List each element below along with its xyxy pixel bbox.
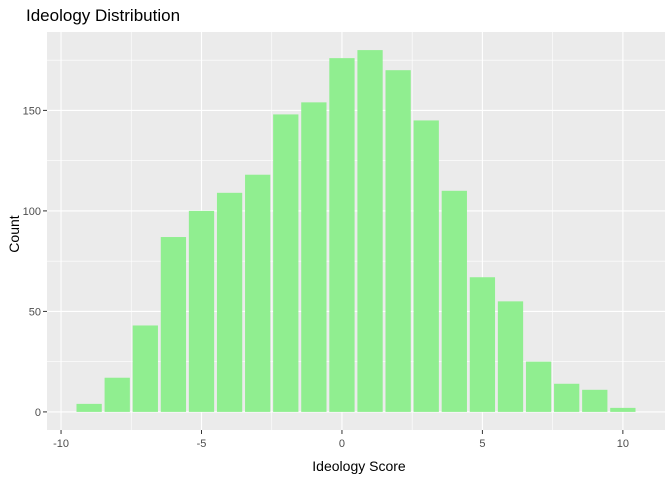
histogram-bar	[301, 102, 327, 412]
x-tick-label: 10	[617, 438, 629, 450]
histogram-bar	[525, 361, 552, 412]
y-axis-title: Count	[6, 215, 22, 252]
x-axis-title: Ideology Score	[312, 458, 406, 474]
x-axis-ticks: -10 -5 0 5 10	[53, 430, 629, 450]
histogram-bar	[554, 383, 580, 412]
histogram-bar	[385, 70, 411, 412]
y-tick-label: 50	[29, 306, 41, 318]
histogram-bar	[104, 377, 130, 412]
x-tick-label: -10	[53, 438, 69, 450]
histogram-bar	[469, 277, 496, 412]
histogram-bar	[188, 210, 215, 412]
histogram-bar	[76, 403, 102, 412]
y-tick-label: 150	[23, 105, 41, 117]
histogram-bar	[132, 325, 158, 412]
histogram-bar	[273, 114, 299, 412]
histogram-bar	[610, 407, 636, 412]
histogram-bar	[582, 389, 608, 412]
x-tick-label: 5	[479, 438, 485, 450]
y-axis-ticks: 0 50 100 150	[23, 105, 47, 419]
histogram-bar	[160, 237, 187, 412]
chart-title: Ideology Distribution	[26, 6, 181, 25]
x-tick-label: -5	[197, 438, 207, 450]
histogram-bar	[357, 50, 383, 412]
histogram-bar	[413, 120, 439, 412]
histogram-bar	[245, 174, 271, 412]
y-tick-label: 100	[23, 206, 41, 218]
y-tick-label: 0	[35, 407, 41, 419]
histogram-bar	[329, 58, 355, 412]
histogram-bar	[441, 190, 467, 412]
x-tick-label: 0	[339, 438, 345, 450]
histogram-bar	[497, 301, 524, 412]
grid-lines	[47, 32, 665, 430]
bars	[76, 50, 636, 412]
histogram-bar	[216, 192, 243, 412]
